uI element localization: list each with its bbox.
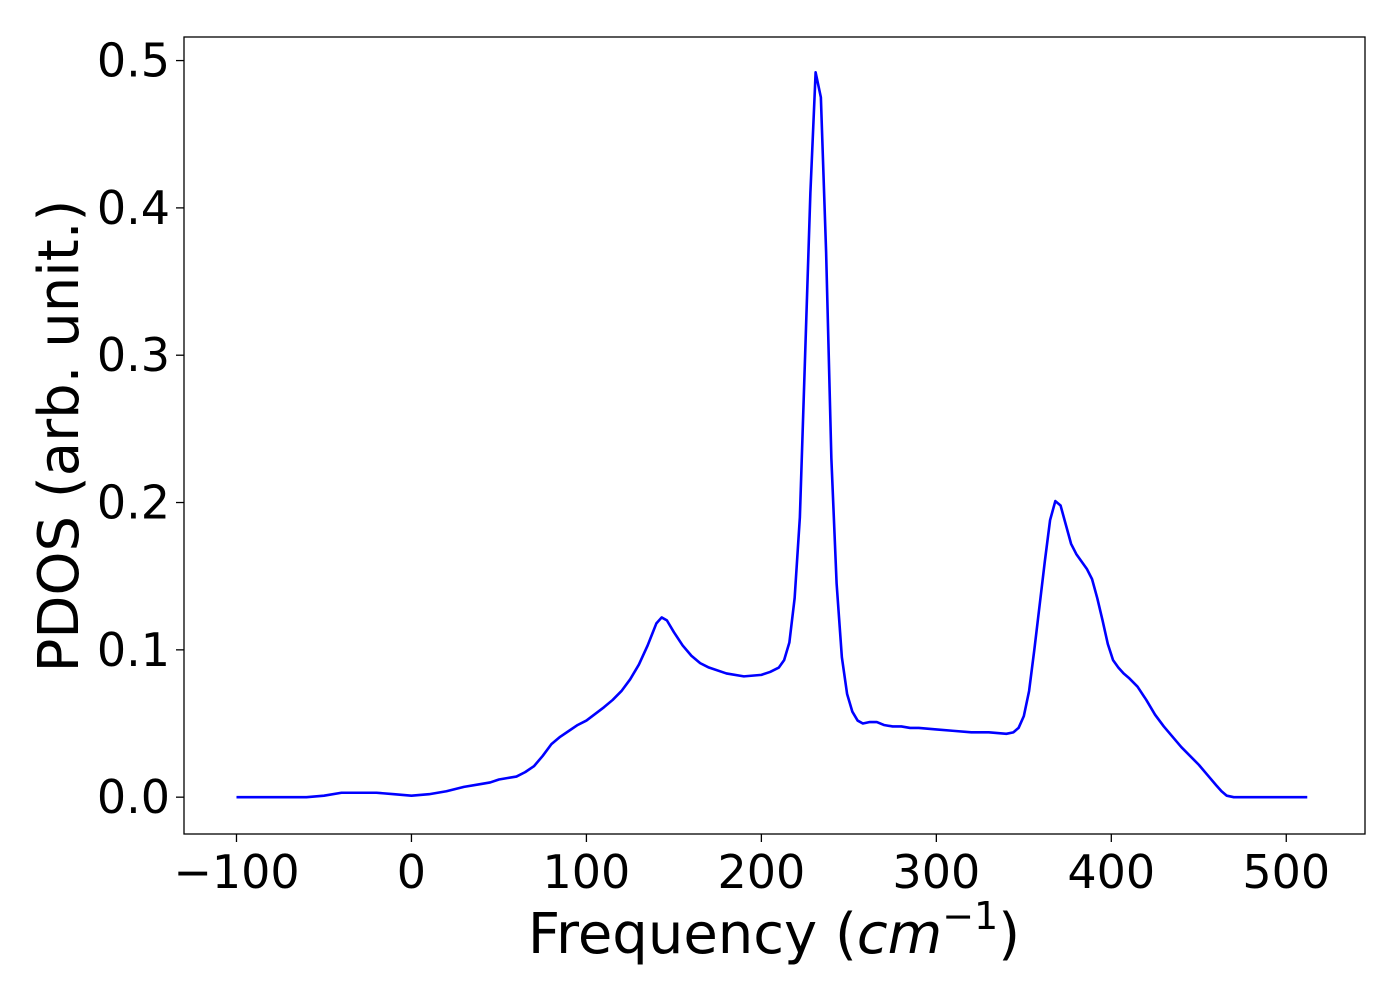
y-axis-title: PDOS (arb. unit.): [27, 200, 92, 673]
pdos-series-line: [236, 71, 1308, 799]
x-axis-title: Frequency (cm−1): [528, 894, 1020, 967]
y-tick-label: 0.5: [97, 34, 170, 88]
y-tick-label: 0.3: [97, 328, 170, 382]
x-axis-title-text: Frequency: [528, 902, 835, 967]
plot-frame: [183, 36, 1366, 835]
x-tick-label: 400: [1067, 845, 1155, 899]
y-tick-label: 0.0: [97, 770, 170, 824]
x-axis-title-close: ): [998, 902, 1020, 967]
x-axis-ticks: −100 0 100 200 300 400 500: [173, 834, 1330, 899]
y-tick-label: 0.2: [97, 476, 170, 530]
y-axis-ticks: 0.0 0.1 0.2 0.3 0.4 0.5: [97, 34, 184, 824]
x-axis-title-unit: cm: [857, 902, 942, 967]
x-tick-label: −100: [173, 845, 299, 899]
x-tick-label: 0: [397, 845, 426, 899]
x-tick-label: 200: [717, 845, 805, 899]
x-axis-title-open: (: [835, 902, 857, 967]
x-tick-label: 300: [892, 845, 980, 899]
x-tick-label: 500: [1242, 845, 1330, 899]
x-axis-title-exponent: −1: [942, 894, 998, 938]
y-tick-label: 0.4: [97, 181, 170, 235]
y-tick-label: 0.1: [97, 623, 170, 677]
x-tick-label: 100: [543, 845, 631, 899]
